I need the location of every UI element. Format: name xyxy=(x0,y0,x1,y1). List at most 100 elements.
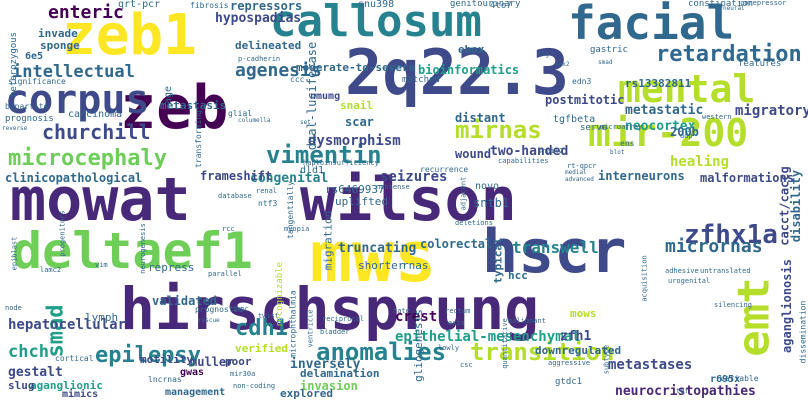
word: columella xyxy=(238,117,271,124)
word: neurogenesis xyxy=(138,223,147,274)
word: tgfbeta xyxy=(553,114,596,125)
word: transforming xyxy=(193,110,203,168)
word: verified xyxy=(235,342,288,355)
word: p-cadherin xyxy=(238,55,281,63)
word: seizures xyxy=(380,169,448,185)
word: neural xyxy=(723,5,745,12)
word: rs6469937 xyxy=(325,183,385,196)
word: epiblast xyxy=(10,236,19,271)
word: genitourinary xyxy=(450,0,521,9)
word: malformations xyxy=(700,171,794,185)
word: vimentin xyxy=(266,141,382,169)
word: prognosis xyxy=(5,114,54,124)
word: delineated xyxy=(235,39,302,52)
word: facial xyxy=(568,0,735,50)
word: smad xyxy=(598,59,613,66)
word: gastric xyxy=(590,45,628,55)
word: invade xyxy=(38,27,78,40)
word: advanced xyxy=(565,176,594,183)
word: colorectal xyxy=(420,237,493,251)
word: blot xyxy=(610,149,625,156)
word: progenitors xyxy=(58,210,67,257)
word: lowly xyxy=(438,344,460,352)
word: aggressive xyxy=(548,359,591,367)
word: prognostic xyxy=(195,305,244,314)
word: mirnas xyxy=(455,116,542,144)
word: aganglionosis xyxy=(779,259,794,353)
word: micrornas xyxy=(665,236,763,257)
word: variable xyxy=(720,374,759,383)
word: gtdc1 xyxy=(555,377,583,387)
word: sox2 xyxy=(555,61,570,68)
word: hcc xyxy=(508,269,528,282)
word: cacct/caccg xyxy=(777,166,792,246)
word: epilepsy xyxy=(95,343,201,368)
word: disability xyxy=(789,169,804,243)
word: 4to7 xyxy=(490,1,512,11)
word: ventricle xyxy=(306,309,315,348)
word: intellectual xyxy=(12,62,135,82)
word: lymph xyxy=(85,311,119,324)
word: dual-luciferase xyxy=(305,41,320,151)
word: management xyxy=(165,387,226,398)
word: rs13382811 xyxy=(625,77,692,90)
word: delamination xyxy=(300,367,380,380)
word: dissemination xyxy=(798,300,808,364)
word: acquisition xyxy=(640,255,649,302)
word: nmumg xyxy=(310,91,341,102)
word: two-handed xyxy=(490,144,569,159)
word: untranslated xyxy=(700,267,751,275)
word: bladder xyxy=(320,328,350,336)
word: recurrence xyxy=(420,165,469,174)
word: qrt-pcr xyxy=(118,0,161,10)
word: heterozygous xyxy=(9,31,20,98)
word: hepatocellular xyxy=(8,317,127,333)
word: age xyxy=(163,85,175,105)
word: set xyxy=(300,119,311,126)
word: invasion xyxy=(300,379,358,393)
word: clinicopathological xyxy=(5,171,143,185)
word: snail xyxy=(340,99,374,112)
word: downregulated xyxy=(535,344,622,357)
word: corepressor xyxy=(740,0,787,7)
word: wilson xyxy=(300,165,517,235)
word: constipation xyxy=(688,0,754,9)
word: emt xyxy=(728,277,780,357)
word: hscr xyxy=(482,217,627,287)
word: tgf xyxy=(676,387,689,395)
word: csc xyxy=(460,361,473,369)
word: callosum xyxy=(270,0,482,47)
word: lncrnas xyxy=(148,375,182,384)
word: microcephaly xyxy=(8,146,167,171)
word: repressors xyxy=(230,0,303,13)
word: uplifted xyxy=(335,195,388,208)
word: mir-200 xyxy=(588,111,749,155)
word: repress xyxy=(148,261,195,274)
word: neocortex xyxy=(625,119,696,134)
word: zeb xyxy=(120,73,229,143)
word: sntb1 xyxy=(473,196,510,210)
word: adjacent xyxy=(459,176,468,211)
word: zeb1 xyxy=(62,3,197,68)
word: 200b xyxy=(670,125,699,139)
word: rcc xyxy=(222,225,235,233)
word: dld1 xyxy=(300,165,325,176)
word: metastasis xyxy=(160,99,227,112)
word: ccc xyxy=(290,75,305,84)
word: wound xyxy=(455,147,492,161)
word: bipartite xyxy=(5,102,49,111)
word: distant xyxy=(455,111,506,125)
word: moderate-to-severe xyxy=(296,61,416,74)
word: matched xyxy=(402,75,440,85)
word: mental xyxy=(618,67,756,111)
word: rnas xyxy=(402,259,429,272)
word: lamc2 xyxy=(40,266,62,274)
word: node xyxy=(5,304,22,312)
word: axis xyxy=(448,319,465,327)
word: features xyxy=(738,59,782,69)
word: adhesive xyxy=(665,267,699,275)
word: myopia xyxy=(284,225,310,233)
word: novo xyxy=(475,181,500,192)
word: non-coding xyxy=(233,382,276,390)
word: muller xyxy=(190,355,234,369)
